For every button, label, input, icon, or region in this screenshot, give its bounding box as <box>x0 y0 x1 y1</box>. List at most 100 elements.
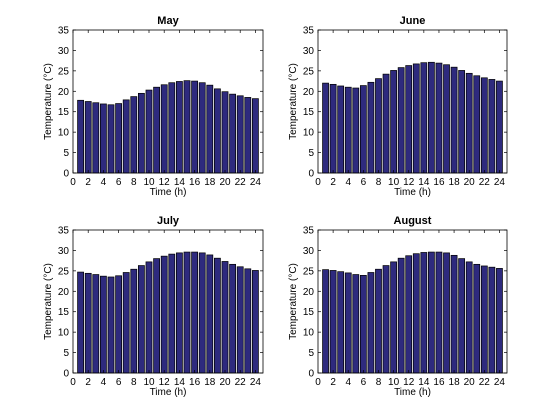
bar-hour-10 <box>390 70 397 174</box>
x-tick-label: 4 <box>345 177 351 188</box>
subplot-title: June <box>400 15 426 27</box>
axes-frame <box>72 29 264 174</box>
bar-hour-18 <box>206 254 214 374</box>
bar-hour-16 <box>191 80 198 174</box>
bar-hour-7 <box>367 272 375 374</box>
bar-hour-19 <box>214 257 221 374</box>
y-tick-label: 0 <box>308 169 314 180</box>
bar-hour-15 <box>428 61 435 174</box>
x-tick-label: 12 <box>403 177 415 188</box>
x-tick-label: 14 <box>174 177 186 188</box>
x-tick-label: 4 <box>101 177 107 188</box>
bar-hour-18 <box>450 66 458 174</box>
bar-hour-22 <box>236 266 244 374</box>
bar-hour-4 <box>344 272 352 374</box>
bar-hour-10 <box>390 261 397 374</box>
y-tick-label: 35 <box>303 26 315 37</box>
x-tick-label: 10 <box>388 377 400 388</box>
bar-hour-8 <box>375 268 382 374</box>
y-tick-label: 35 <box>58 226 70 237</box>
bar-hour-12 <box>160 255 168 374</box>
bar-hour-1 <box>322 269 329 374</box>
bar-hour-1 <box>77 99 84 174</box>
bar-hour-5 <box>352 87 360 174</box>
bar-hour-15 <box>428 251 435 374</box>
bar-hour-11 <box>153 258 160 374</box>
bar-hour-6 <box>115 103 122 174</box>
bar-hour-19 <box>458 70 466 174</box>
bar-hour-24 <box>496 268 503 374</box>
y-tick-label: 5 <box>63 348 69 359</box>
x-tick-label: 12 <box>403 377 415 388</box>
bar-hour-4 <box>100 275 107 374</box>
x-tick-label: 6 <box>361 377 367 388</box>
y-tick-label: 15 <box>303 307 315 318</box>
x-tick-label: 24 <box>494 177 506 188</box>
bar-hour-13 <box>168 253 176 374</box>
bar-hour-17 <box>443 64 450 174</box>
x-tick-label: 16 <box>189 177 201 188</box>
x-axis-label: Time (h) <box>394 387 431 398</box>
x-tick-label: 8 <box>131 377 137 388</box>
x-tick-label: 0 <box>315 177 321 188</box>
x-tick-label: 16 <box>433 377 445 388</box>
y-tick-label: 10 <box>303 128 315 139</box>
x-tick-label: 14 <box>174 377 186 388</box>
y-tick-label: 0 <box>308 369 314 380</box>
bar-hour-22 <box>236 95 244 174</box>
bar-hour-22 <box>480 265 488 374</box>
x-tick-label: 20 <box>219 177 231 188</box>
bar-hour-2 <box>329 270 337 374</box>
y-tick-label: 30 <box>58 246 70 257</box>
subplot-title: July <box>157 215 180 227</box>
bar-hour-13 <box>412 253 420 374</box>
bar-hour-6 <box>115 275 122 374</box>
x-tick-label: 12 <box>159 177 171 188</box>
y-tick-label: 0 <box>63 169 69 180</box>
y-tick-label: 5 <box>63 148 69 159</box>
x-tick-label: 0 <box>70 377 76 388</box>
bar-hour-12 <box>160 84 168 174</box>
axes-frame <box>317 229 508 374</box>
bar-hour-11 <box>153 86 160 174</box>
bar-hour-7 <box>367 81 375 174</box>
x-tick-label: 18 <box>449 377 461 388</box>
x-tick-label: 6 <box>116 177 122 188</box>
bar-hour-1 <box>322 82 329 174</box>
x-tick-label: 2 <box>330 377 336 388</box>
bar-hour-16 <box>435 62 443 174</box>
bar-hour-23 <box>488 79 496 174</box>
y-tick-label: 35 <box>58 26 70 37</box>
bar-hour-14 <box>420 62 428 174</box>
bar-hour-20 <box>221 91 229 174</box>
x-tick-label: 16 <box>433 177 445 188</box>
x-tick-label: 22 <box>235 377 247 388</box>
y-tick-label: 20 <box>58 287 70 298</box>
x-tick-label: 12 <box>159 377 171 388</box>
y-tick-label: 35 <box>303 226 315 237</box>
bar-hour-17 <box>198 82 206 174</box>
bar-hour-20 <box>465 261 473 374</box>
bar-hour-17 <box>198 252 206 374</box>
y-tick-label: 30 <box>58 46 70 57</box>
x-tick-label: 0 <box>70 177 76 188</box>
x-tick-label: 2 <box>330 177 336 188</box>
x-tick-label: 22 <box>479 177 491 188</box>
bar-hour-18 <box>206 84 214 174</box>
bar-hour-5 <box>107 104 115 174</box>
x-axis-label: Time (h) <box>150 387 187 398</box>
y-tick-label: 15 <box>58 307 70 318</box>
bar-hour-16 <box>191 251 198 374</box>
bar-hour-14 <box>176 252 183 374</box>
y-tick-label: 25 <box>303 266 315 277</box>
y-tick-label: 10 <box>58 128 70 139</box>
x-tick-label: 8 <box>376 177 382 188</box>
bar-hour-7 <box>122 272 130 374</box>
x-tick-label: 10 <box>388 177 400 188</box>
bar-hour-12 <box>405 255 413 374</box>
bar-hour-9 <box>138 92 145 174</box>
bar-hour-24 <box>496 80 503 174</box>
bar-hour-5 <box>352 274 360 374</box>
y-axis-label: Temperature (°C) <box>288 263 299 340</box>
x-tick-label: 14 <box>418 377 430 388</box>
